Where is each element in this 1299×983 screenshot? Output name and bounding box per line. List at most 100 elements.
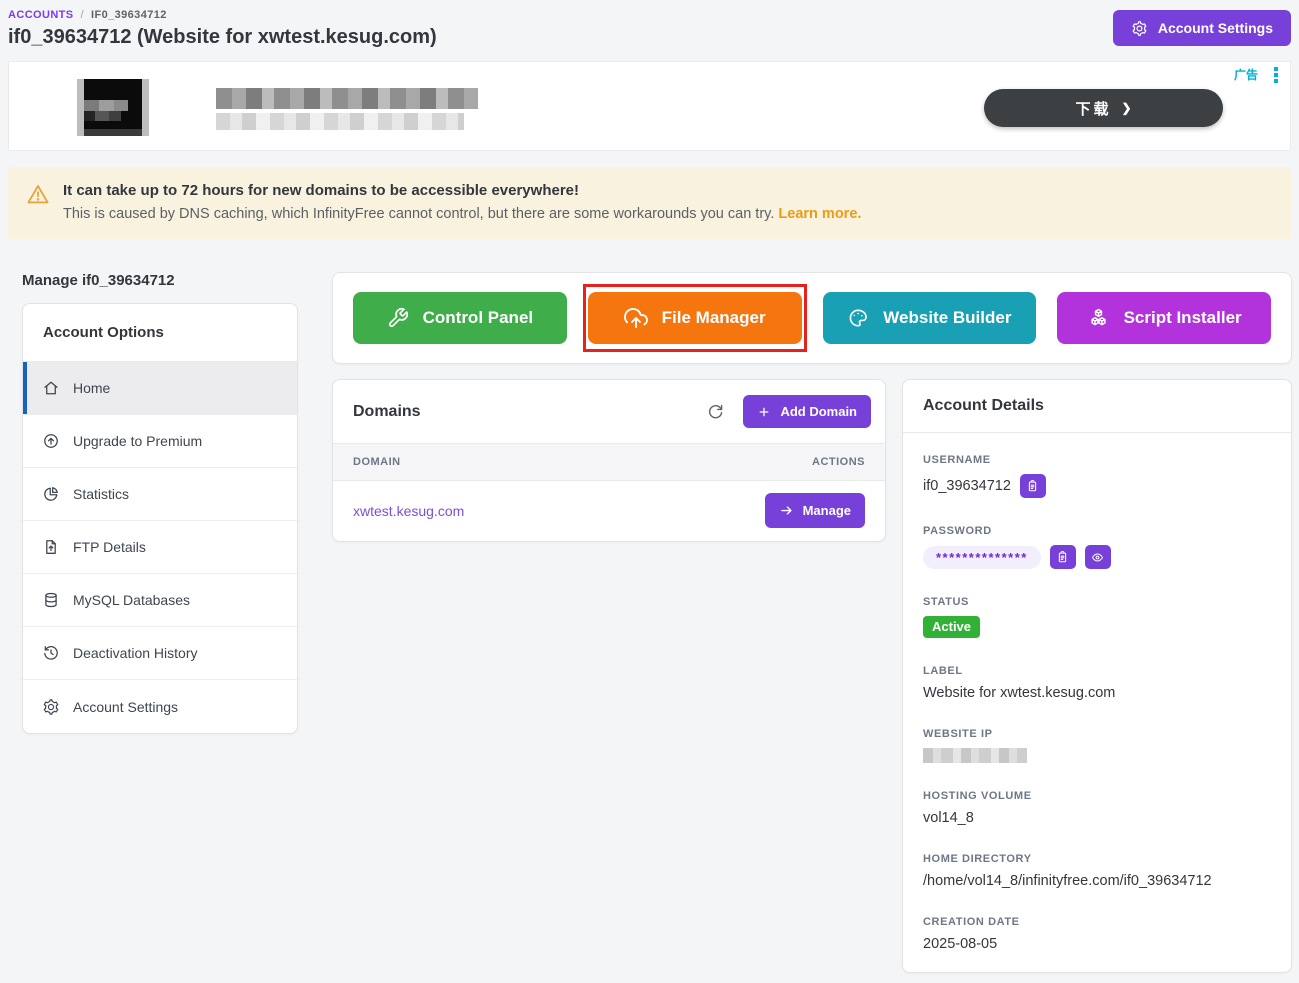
page-title: if0_39634712 (Website for xwtest.kesug.c… [8,26,437,48]
account-options-title: Account Options [23,304,297,362]
statistics-icon [42,485,60,503]
sidebar-item-label: Statistics [73,486,130,502]
manage-domain-button[interactable]: Manage [764,493,865,528]
home-directory-value: /home/vol14_8/infinityfree.com/if0_39634… [923,873,1212,889]
ad-redacted-text-line1 [216,88,478,109]
control-panel-button[interactable]: Control Panel [353,292,567,344]
plus-icon [757,405,771,419]
warning-title: It can take up to 72 hours for new domai… [63,182,579,199]
sidebar-item-label: Account Settings [73,698,179,715]
creation-date-field: CREATION DATE 2025-08-05 [923,916,1271,952]
ad-thumbnail-image [77,79,149,136]
username-label: USERNAME [923,454,991,466]
ftp-file-icon [42,538,60,556]
sidebar-item-deactivation-history[interactable]: Deactivation History [23,627,297,680]
script-installer-label: Script Installer [1123,308,1242,327]
file-manager-label: File Manager [661,308,766,327]
account-settings-button[interactable]: Account Settings [1112,10,1291,46]
arrow-right-icon [779,503,794,518]
wrench-icon [387,307,409,329]
dns-warning-banner: It can take up to 72 hours for new domai… [8,167,1291,239]
password-label: PASSWORD [923,525,992,537]
gear-icon [42,698,60,716]
domains-card: Domains Add Domain [332,379,886,542]
copy-username-button[interactable] [1019,474,1046,498]
ad-label: 广告 [1233,68,1258,82]
warning-body: This is caused by DNS caching, which Inf… [63,206,775,222]
hosting-volume-field: HOSTING VOLUME vol14_8 [923,790,1271,826]
warning-triangle-icon [26,182,50,222]
column-actions: ACTIONS [812,456,865,468]
cubes-icon [1087,307,1110,330]
label-value: Website for xwtest.kesug.com [923,685,1116,701]
control-panel-label: Control Panel [422,308,534,327]
sidebar-item-ftp-details[interactable]: FTP Details [23,521,297,574]
hosting-volume-value: vol14_8 [923,810,974,826]
sidebar-item-label: Home [73,380,111,396]
sidebar-item-mysql[interactable]: MySQL Databases [23,574,297,627]
hosting-volume-label: HOSTING VOLUME [923,790,1032,802]
ad-download-label: 下载 [1075,100,1112,118]
domains-table-header: DOMAIN ACTIONS [333,443,885,481]
account-details-title: Account Details [903,380,1291,433]
sidebar-item-label: MySQL Databases [73,592,190,608]
website-builder-button[interactable]: Website Builder [822,292,1037,344]
top-bar: ACCOUNTS / IF0_39634712 if0_39634712 (We… [0,0,1299,49]
gear-icon [1131,20,1148,37]
sidebar-item-home[interactable]: Home [23,362,297,415]
upgrade-icon [42,432,60,450]
breadcrumb-separator: / [80,9,85,21]
website-ip-field: WEBSITE IP [923,728,1271,763]
chevron-right-icon: ❯ [1121,101,1132,115]
home-icon [42,379,60,397]
add-domain-button[interactable]: Add Domain [743,395,871,428]
sidebar-item-statistics[interactable]: Statistics [23,468,297,521]
account-options-card: Account Options Home Upgrade to Premium [22,303,298,734]
sidebar-item-label: Deactivation History [73,645,198,661]
database-icon [42,591,60,609]
table-row: xwtest.kesug.com Manage [333,481,885,541]
label-label: LABEL [923,665,963,677]
script-installer-button[interactable]: Script Installer [1057,292,1271,344]
learn-more-link[interactable]: Learn more. [778,206,862,222]
manage-heading: Manage if0_39634712 [22,272,175,289]
website-ip-redacted-value [923,748,1027,763]
account-details-card: Account Details USERNAME if0_39634712 [902,379,1292,973]
label-field: LABEL Website for xwtest.kesug.com [923,665,1271,701]
domain-link[interactable]: xwtest.kesug.com [353,502,465,519]
ad-banner: 广告 下载 ❯ [8,61,1291,151]
history-icon [42,644,60,662]
add-domain-label: Add Domain [780,404,857,419]
copy-password-button[interactable] [1049,545,1076,569]
palette-icon [847,307,869,329]
refresh-icon[interactable] [704,400,727,423]
column-domain: DOMAIN [353,456,401,468]
account-settings-label: Account Settings [1157,20,1273,36]
file-manager-button[interactable]: File Manager [582,284,807,352]
password-masked-value: ************** [923,545,1041,569]
domains-title: Domains [353,402,421,420]
breadcrumb-current: IF0_39634712 [91,9,167,21]
show-password-eye-icon[interactable] [1084,545,1111,569]
website-ip-label: WEBSITE IP [923,728,993,740]
creation-date-label: CREATION DATE [923,916,1020,928]
creation-date-value: 2025-08-05 [923,936,998,952]
manage-label: Manage [802,503,851,518]
sidebar: Manage if0_39634712 Account Options Home… [22,272,298,734]
quick-actions-card: Control Panel File Manager [332,272,1292,364]
ad-redacted-text-line2 [216,113,464,130]
sidebar-item-account-settings[interactable]: Account Settings [23,680,297,733]
ad-options-icon[interactable] [1274,67,1278,83]
cloud-upload-icon [623,306,648,330]
home-directory-field: HOME DIRECTORY /home/vol14_8/infinityfre… [923,853,1271,889]
status-field: STATUS Active [923,596,1271,638]
breadcrumb-accounts-link[interactable]: ACCOUNTS [8,9,74,21]
password-field: PASSWORD ************** [923,525,1271,569]
username-value: if0_39634712 [923,478,1011,494]
home-directory-label: HOME DIRECTORY [923,853,1032,865]
status-label: STATUS [923,596,969,608]
sidebar-item-upgrade[interactable]: Upgrade to Premium [23,415,297,468]
content-area: Manage if0_39634712 Account Options Home… [22,272,1292,973]
breadcrumb: ACCOUNTS / IF0_39634712 [8,9,1291,21]
ad-download-button[interactable]: 下载 ❯ [984,89,1223,127]
